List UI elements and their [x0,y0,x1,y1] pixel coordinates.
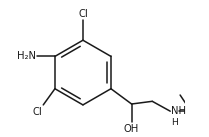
Text: NH: NH [171,106,186,116]
Text: OH: OH [124,124,139,134]
Text: Cl: Cl [78,9,88,19]
Text: H: H [171,118,178,127]
Text: H₂N: H₂N [17,51,36,61]
Text: Cl: Cl [33,107,42,117]
